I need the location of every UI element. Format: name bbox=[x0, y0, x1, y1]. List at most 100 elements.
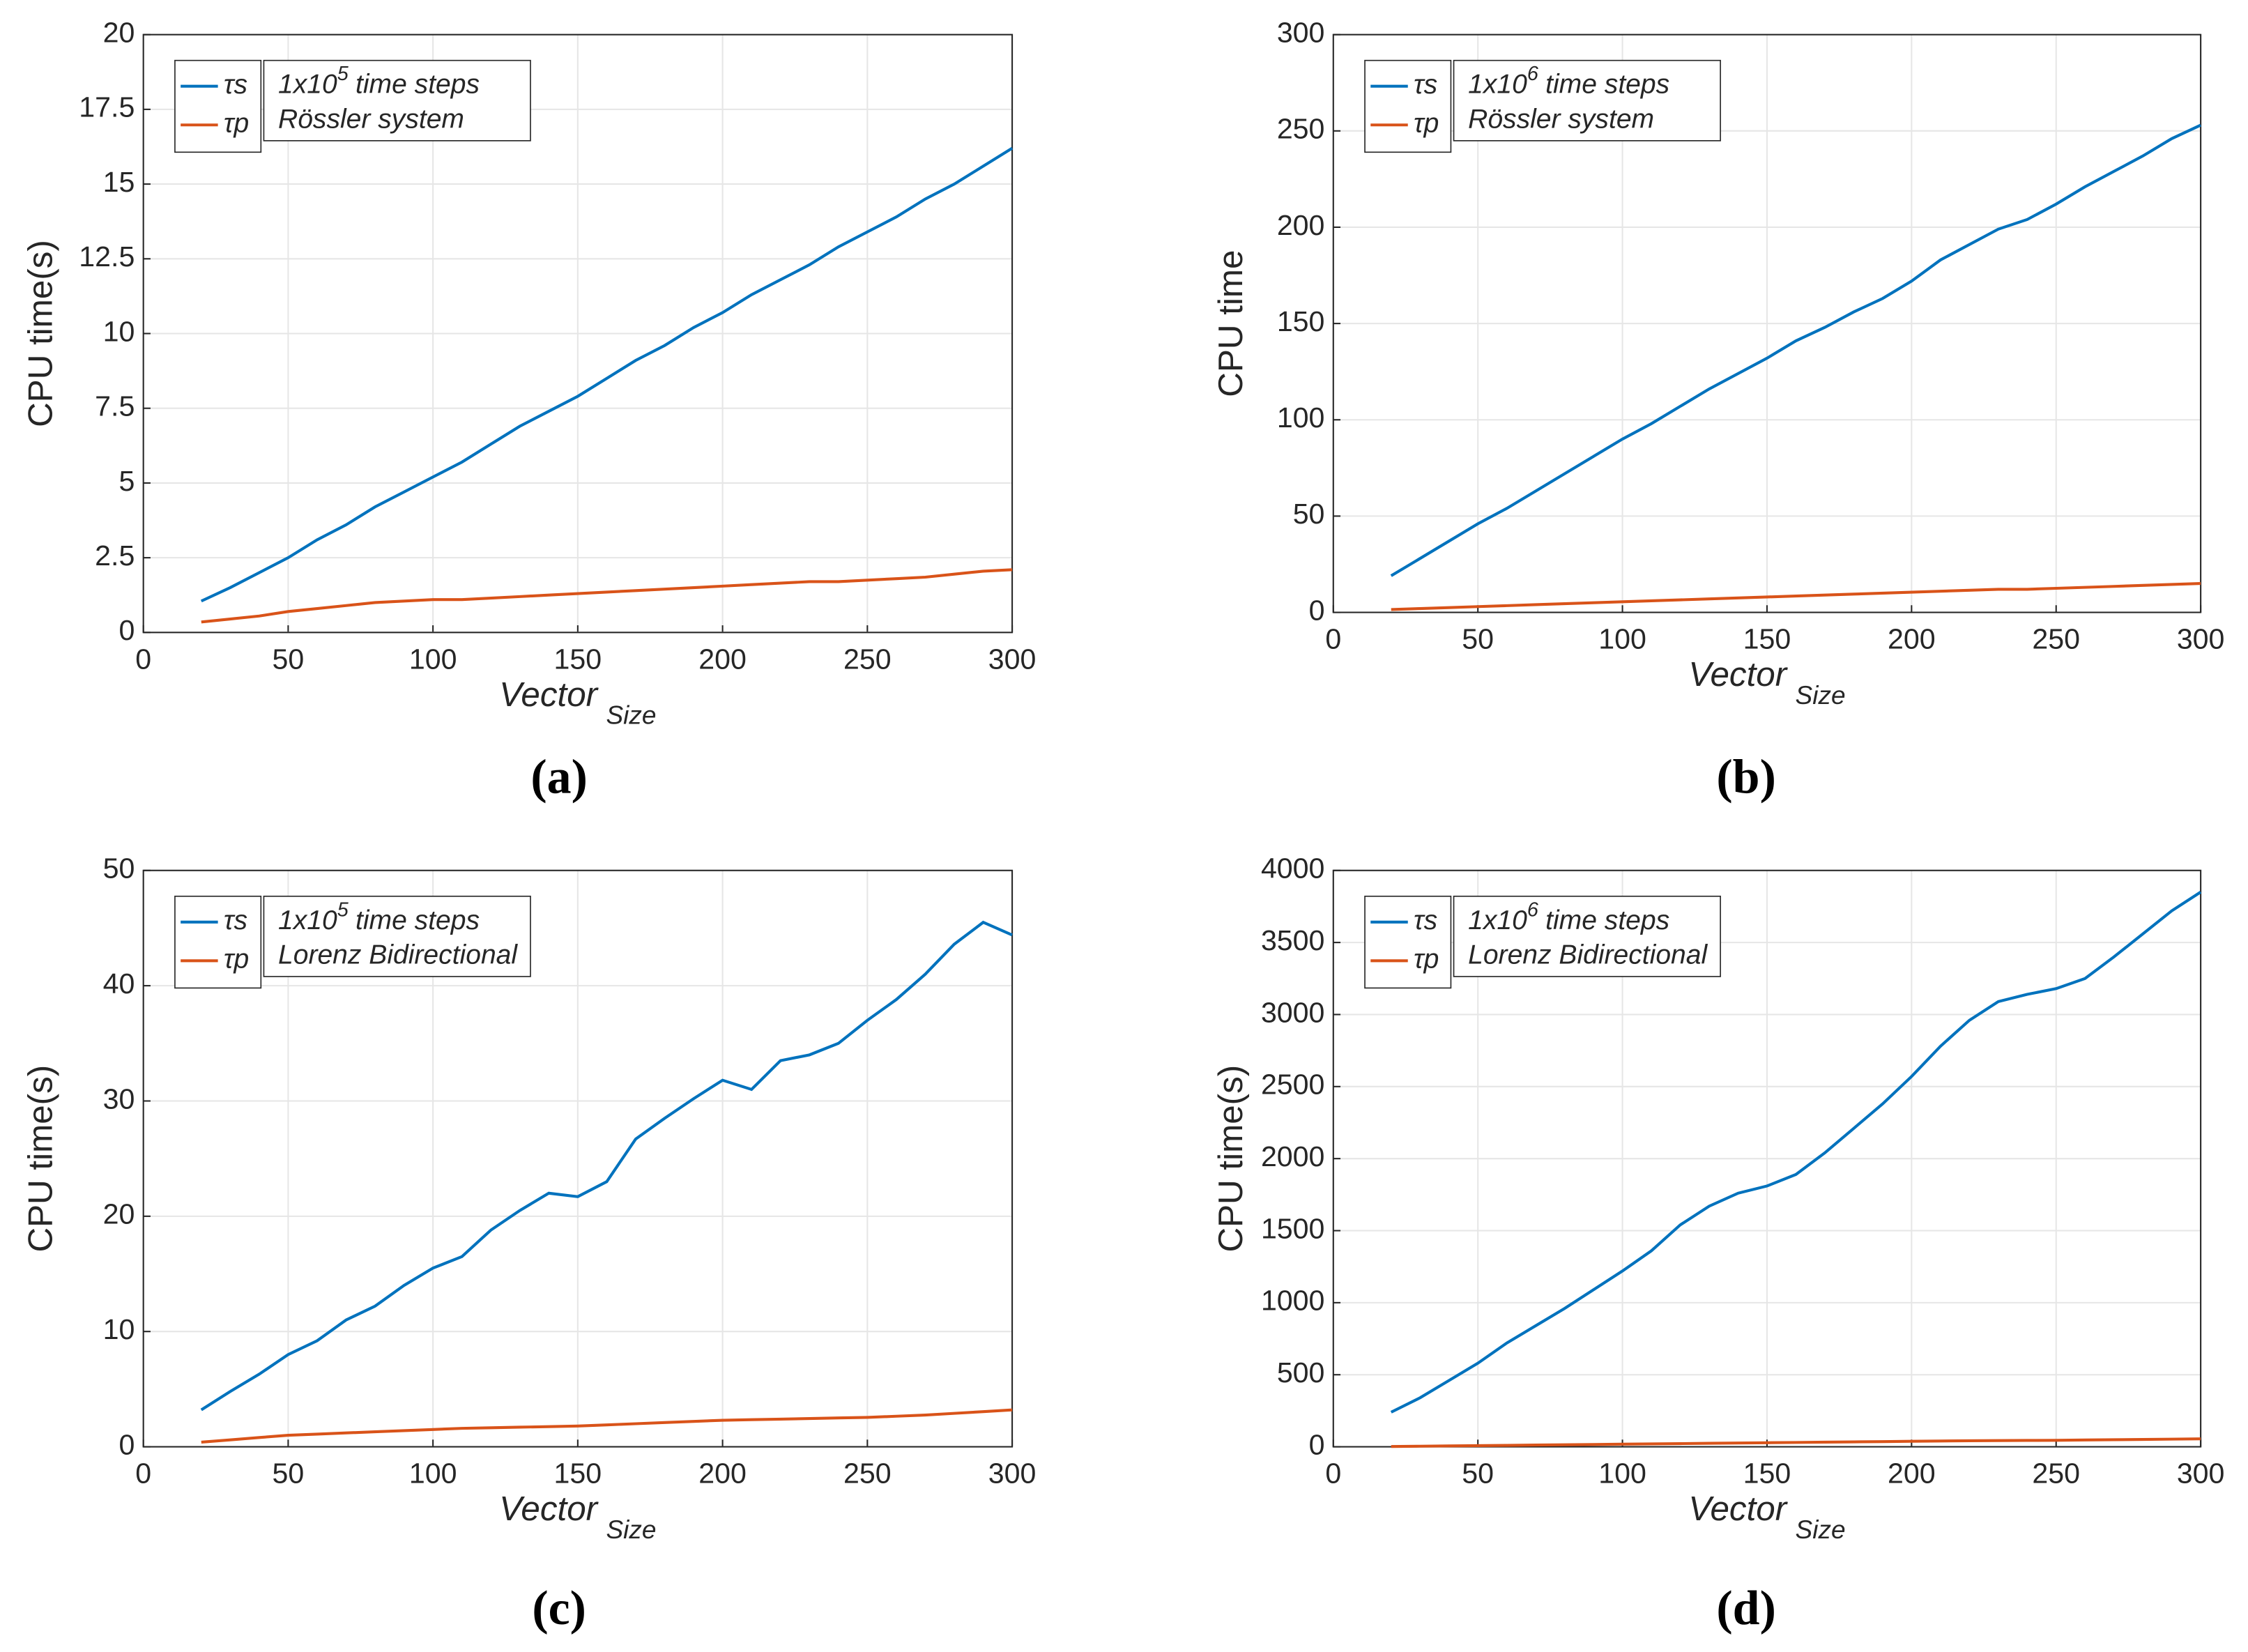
x-tick-label: 100 bbox=[409, 643, 457, 675]
annotation-box bbox=[1453, 59, 1721, 142]
y-tick-label: 5 bbox=[118, 465, 135, 497]
x-tick-label: 150 bbox=[554, 643, 602, 675]
y-tick-label: 100 bbox=[1277, 401, 1325, 434]
annotation-line2: Rössler system bbox=[1468, 104, 1654, 134]
annotation: 1x105 time steps bbox=[278, 63, 480, 100]
x-tick-label: 50 bbox=[273, 643, 305, 675]
y-tick-label: 2000 bbox=[1261, 1140, 1325, 1172]
caption: (c) bbox=[532, 1582, 586, 1635]
y-axis-label: CPU time(s) bbox=[22, 1065, 60, 1253]
panel: 0 50 100 150 200 250 300 0 50 100 150 200 250 300 CPU … bbox=[1211, 17, 2225, 804]
legend-box bbox=[1364, 59, 1452, 153]
caption: (a) bbox=[530, 750, 588, 804]
x-axis-label: VectorSize bbox=[499, 675, 656, 730]
caption: (d) bbox=[1716, 1582, 1775, 1635]
panel: 0 50 100 150 200 250 3000500100015002000250030… bbox=[1211, 852, 2225, 1636]
x-tick-label: 300 bbox=[2177, 1458, 2225, 1490]
y-tick-label: 3000 bbox=[1261, 996, 1325, 1028]
annotation-box bbox=[263, 895, 531, 977]
x-tick-label: 0 bbox=[1325, 623, 1341, 655]
y-tick-label: 7.5 bbox=[95, 390, 135, 422]
annotation-exponent: 5 bbox=[337, 63, 349, 85]
x-tick-label: 150 bbox=[554, 1458, 602, 1490]
x-label-subscript: Size bbox=[606, 1515, 656, 1544]
x-tick-label: 100 bbox=[1598, 623, 1646, 655]
annotation-box bbox=[263, 59, 531, 142]
y-axis-label: CPU time(s) bbox=[22, 240, 60, 427]
series-line bbox=[201, 1408, 1013, 1444]
plot-frame bbox=[1332, 869, 2202, 1448]
x-tick-label: 50 bbox=[1462, 1458, 1494, 1490]
x-label-text: Vector bbox=[1688, 1490, 1788, 1528]
annotation: 1x106 time steps bbox=[1468, 63, 1669, 100]
y-tick-label: 40 bbox=[103, 968, 135, 1000]
x-tick-label: 200 bbox=[698, 1458, 747, 1490]
y-tick-label: 0 bbox=[1309, 594, 1325, 626]
legend-label: τp bbox=[1414, 944, 1439, 974]
x-tick-label: 50 bbox=[1462, 623, 1494, 655]
panel: 0 50 100 150 200 250 300 0 10 20 30 40 50 CPU time(s)… bbox=[22, 852, 1037, 1636]
x-tick-label: 300 bbox=[988, 643, 1037, 675]
legend-label: τs bbox=[224, 70, 247, 100]
annotation: 1x105 time steps bbox=[278, 898, 480, 935]
x-tick-label: 250 bbox=[2032, 623, 2080, 655]
series-line bbox=[201, 568, 1013, 624]
legend-label: τs bbox=[1414, 905, 1437, 935]
annotation-base: 1x10 bbox=[1468, 70, 1527, 100]
x-tick-label: 100 bbox=[1598, 1458, 1646, 1490]
y-tick-label: 300 bbox=[1277, 17, 1325, 49]
x-label-text: Vector bbox=[1688, 655, 1788, 694]
x-tick-label: 50 bbox=[273, 1458, 305, 1490]
series-line bbox=[1391, 582, 2201, 611]
x-tick-label: 200 bbox=[1888, 623, 1936, 655]
series-line bbox=[200, 920, 1013, 1412]
y-axis-label: CPU time(s) bbox=[1211, 1065, 1250, 1253]
annotation-text: time steps bbox=[1545, 905, 1669, 935]
x-label-text: Vector bbox=[499, 675, 599, 714]
y-tick-label: 4000 bbox=[1261, 852, 1325, 885]
series-line bbox=[200, 146, 1014, 603]
annotation-text: time steps bbox=[355, 70, 480, 100]
annotation-text: time steps bbox=[1545, 70, 1669, 100]
x-tick-label: 300 bbox=[2177, 623, 2225, 655]
x-tick-label: 250 bbox=[2032, 1458, 2080, 1490]
x-label-subscript: Size bbox=[1796, 1515, 1846, 1544]
annotation-exponent: 6 bbox=[1527, 898, 1538, 921]
series-line bbox=[1390, 123, 2201, 577]
y-tick-label: 0 bbox=[118, 1428, 135, 1460]
y-tick-label: 0 bbox=[1309, 1428, 1325, 1460]
panel: 0 50 100 150 200 250 300 0 2.5 5 7.5 10 12.5 15 17.5 20… bbox=[22, 17, 1037, 804]
legend-box bbox=[174, 59, 262, 153]
legend-label: τp bbox=[224, 109, 249, 139]
x-tick-label: 250 bbox=[843, 643, 892, 675]
x-axis-label: Vector Size bbox=[1688, 1490, 1845, 1544]
annotation-base: 1x10 bbox=[278, 905, 337, 935]
annotation: 1x106 time steps bbox=[1468, 898, 1669, 935]
x-axis-label: VectorSize bbox=[1688, 655, 1845, 710]
y-tick-label: 20 bbox=[103, 17, 135, 49]
x-axis-label: VectorSize bbox=[499, 1490, 656, 1544]
legend-label: τp bbox=[1414, 109, 1439, 139]
y-tick-label: 150 bbox=[1277, 305, 1325, 337]
y-tick-label: 50 bbox=[103, 852, 135, 885]
y-tick-label: 10 bbox=[103, 1313, 135, 1345]
y-tick-label: 1500 bbox=[1261, 1212, 1325, 1244]
annotation-exponent: 6 bbox=[1527, 63, 1538, 85]
y-tick-label: 1000 bbox=[1261, 1285, 1325, 1317]
y-tick-label: 50 bbox=[1293, 498, 1325, 530]
x-tick-label: 150 bbox=[1743, 623, 1791, 655]
annotation-line2: Rössler system bbox=[278, 104, 464, 134]
y-tick-label: 200 bbox=[1277, 209, 1325, 241]
annotation-exponent: 5 bbox=[337, 898, 349, 921]
y-tick-label: 2500 bbox=[1261, 1069, 1325, 1101]
y-tick-label: 20 bbox=[103, 1198, 135, 1230]
y-tick-label: 10 bbox=[103, 315, 135, 347]
x-tick-label: 300 bbox=[988, 1458, 1037, 1490]
y-tick-label: 250 bbox=[1277, 113, 1325, 145]
y-tick-label: 2.5 bbox=[95, 540, 135, 572]
annotation-box bbox=[1453, 895, 1721, 977]
annotation-base: 1x10 bbox=[1468, 905, 1527, 935]
legend-label: τs bbox=[1414, 70, 1437, 100]
annotation-base: 1x10 bbox=[278, 70, 337, 100]
